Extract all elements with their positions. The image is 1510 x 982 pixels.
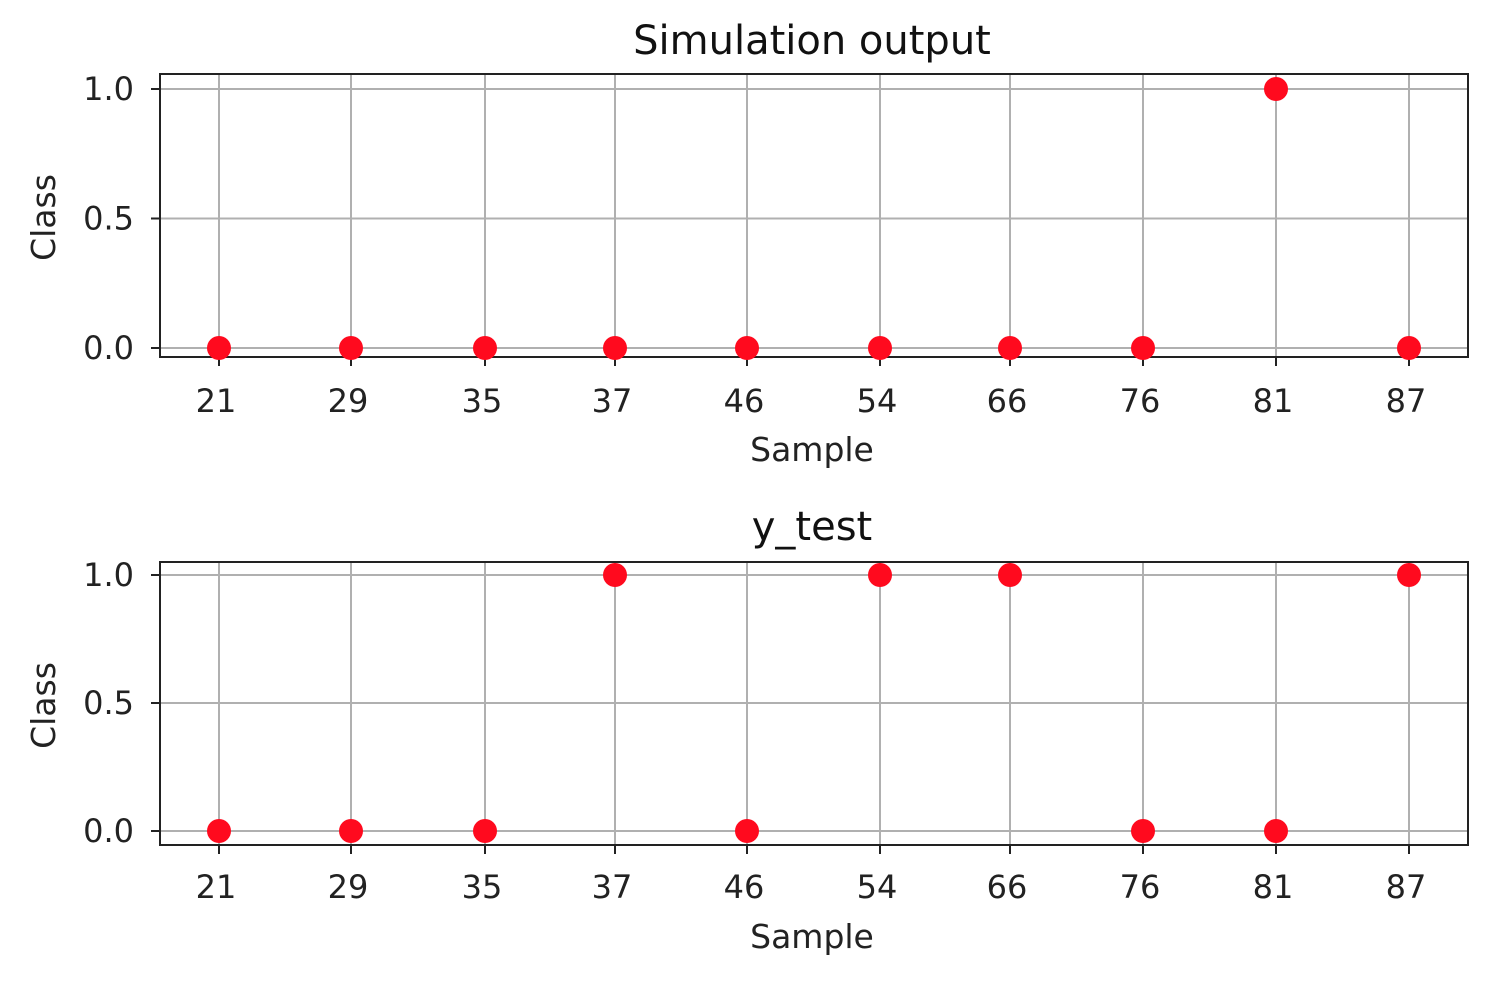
data-point (998, 563, 1022, 587)
subplot-y-test: 0.0 0.5 1.0 21 29 35 37 46 54 66 76 81 87 y_test Sampl… (24, 504, 1469, 956)
x-tick-label: 76 (1120, 382, 1161, 420)
x-tick-label: 76 (1120, 868, 1161, 906)
x-tick-label: 87 (1386, 868, 1427, 906)
data-point (339, 819, 363, 843)
x-tick-label: 21 (196, 382, 237, 420)
data-point (868, 563, 892, 587)
data-point (1264, 77, 1288, 101)
data-point (207, 819, 231, 843)
y-tick-label: 1.0 (83, 70, 134, 108)
data-point (735, 819, 759, 843)
x-tick-label: 29 (328, 868, 369, 906)
y-tick-label: 0.0 (83, 329, 134, 367)
axes-frame (159, 73, 1469, 358)
plot-area (160, 74, 1468, 357)
y-tick-label: 0.5 (83, 200, 134, 238)
data-point (1397, 563, 1421, 587)
data-point (868, 336, 892, 360)
x-tick-label: 81 (1253, 382, 1294, 420)
x-tick-label: 37 (592, 868, 633, 906)
data-point (1131, 336, 1155, 360)
chart-title: Simulation output (633, 18, 991, 64)
x-tick-label: 21 (196, 868, 237, 906)
x-tick-label: 35 (462, 868, 503, 906)
y-axis-label: Class (24, 174, 63, 261)
y-tick-label: 0.5 (83, 684, 134, 722)
x-axis-label: Sample (750, 917, 874, 956)
x-tick-label: 46 (724, 382, 765, 420)
data-point (339, 336, 363, 360)
data-point (1131, 819, 1155, 843)
x-tick-label: 54 (857, 868, 898, 906)
data-point (735, 336, 759, 360)
chart-title: y_test (752, 504, 873, 550)
x-tick-label: 66 (987, 382, 1028, 420)
data-point (473, 336, 497, 360)
x-tick-label: 81 (1253, 868, 1294, 906)
subplot-simulation-output: 0.0 0.5 1.0 21 29 35 37 46 54 66 76 81 87 Simulation … (24, 18, 1469, 469)
data-point (473, 819, 497, 843)
y-tick-label: 0.0 (83, 812, 134, 850)
axes-frame (159, 561, 1469, 846)
data-point (1264, 819, 1288, 843)
data-point (998, 336, 1022, 360)
y-axis-label: Class (24, 662, 63, 749)
data-point (207, 336, 231, 360)
x-tick-label: 46 (724, 868, 765, 906)
data-point (603, 563, 627, 587)
data-point (1397, 336, 1421, 360)
data-point (603, 336, 627, 360)
x-tick-label: 37 (592, 382, 633, 420)
x-tick-label: 87 (1386, 382, 1427, 420)
x-axis-label: Sample (750, 430, 874, 469)
x-tick-label: 54 (857, 382, 898, 420)
x-tick-label: 29 (328, 382, 369, 420)
x-tick-label: 66 (987, 868, 1028, 906)
y-tick-label: 1.0 (83, 556, 134, 594)
x-tick-label: 35 (462, 382, 503, 420)
